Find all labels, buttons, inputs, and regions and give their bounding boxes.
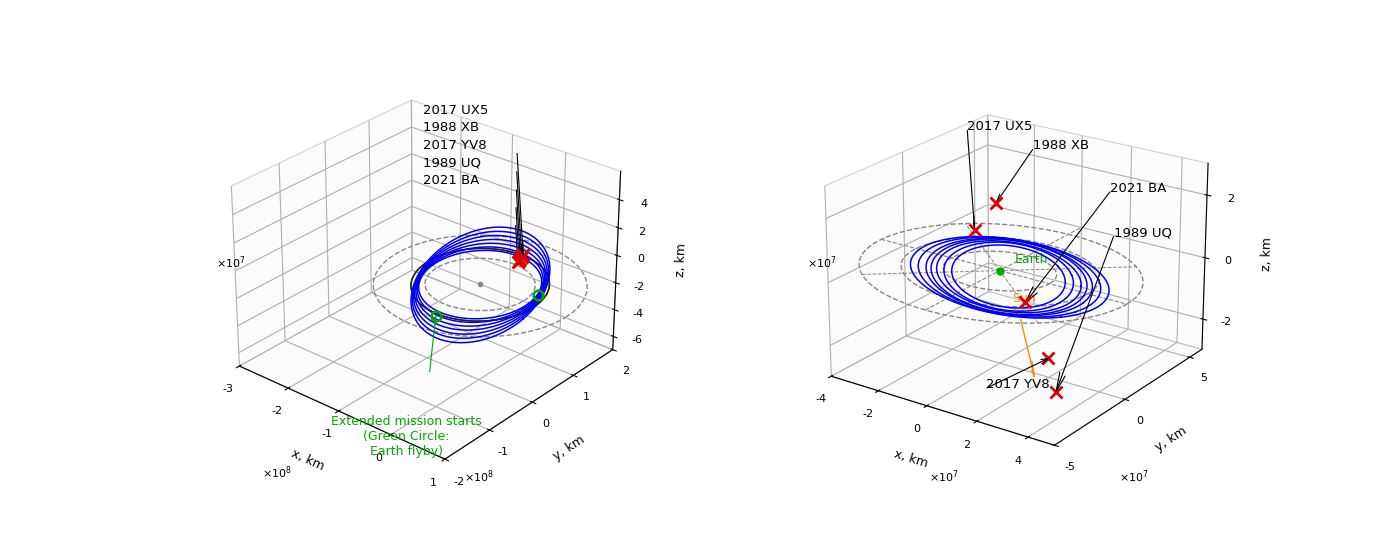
Text: $\times 10^8$: $\times 10^8$ bbox=[463, 468, 494, 485]
Text: $\times 10^7$: $\times 10^7$ bbox=[1119, 468, 1148, 485]
Y-axis label: y, km: y, km bbox=[1152, 424, 1189, 454]
Y-axis label: y, km: y, km bbox=[550, 433, 587, 463]
Text: $\times 10^7$: $\times 10^7$ bbox=[216, 254, 245, 271]
Text: $\times 10^7$: $\times 10^7$ bbox=[930, 468, 959, 485]
X-axis label: x, km: x, km bbox=[288, 448, 326, 473]
Text: $\times 10^7$: $\times 10^7$ bbox=[808, 254, 837, 271]
X-axis label: x, km: x, km bbox=[892, 448, 930, 471]
Text: $\times 10^8$: $\times 10^8$ bbox=[262, 464, 291, 481]
